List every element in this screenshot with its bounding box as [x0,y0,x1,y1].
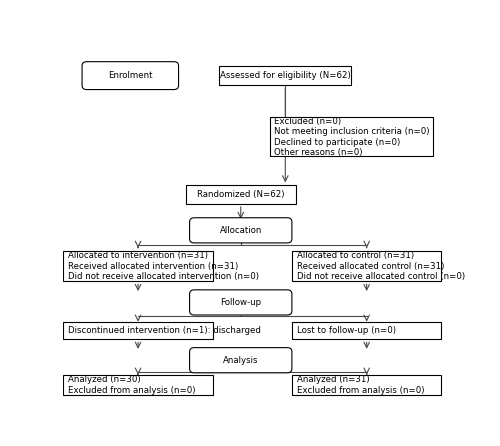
FancyBboxPatch shape [186,185,296,204]
FancyBboxPatch shape [292,251,442,281]
FancyBboxPatch shape [292,322,442,339]
FancyBboxPatch shape [64,322,212,339]
FancyBboxPatch shape [190,347,292,373]
Text: Enrolment: Enrolment [108,71,152,80]
Text: Allocation: Allocation [220,226,262,235]
FancyBboxPatch shape [64,375,212,395]
FancyBboxPatch shape [64,251,212,281]
Text: Analyzed (n=30)
Excluded from analysis (n=0): Analyzed (n=30) Excluded from analysis (… [68,376,196,395]
FancyBboxPatch shape [82,62,178,90]
Text: Discontinued intervention (n=1): discharged: Discontinued intervention (n=1): dischar… [68,326,261,335]
Text: Analyzed (n=31)
Excluded from analysis (n=0): Analyzed (n=31) Excluded from analysis (… [296,376,424,395]
FancyBboxPatch shape [270,117,432,157]
Text: Randomized (N=62): Randomized (N=62) [197,190,284,199]
Text: Allocated to control (n=31)
Received allocated control (n=31)
Did not receive al: Allocated to control (n=31) Received all… [296,251,465,281]
Text: Allocated to intervention (n=31)
Received allocated intervention (n=31)
Did not : Allocated to intervention (n=31) Receive… [68,251,259,281]
FancyBboxPatch shape [220,66,351,86]
Text: Excluded (n=0)
Not meeting inclusion criteria (n=0)
Declined to participate (n=0: Excluded (n=0) Not meeting inclusion cri… [274,117,430,157]
Text: Assessed for eligibility (N=62): Assessed for eligibility (N=62) [220,71,350,80]
FancyBboxPatch shape [190,290,292,315]
Text: Lost to follow-up (n=0): Lost to follow-up (n=0) [296,326,396,335]
Text: Follow-up: Follow-up [220,298,262,307]
FancyBboxPatch shape [292,375,442,395]
Text: Analysis: Analysis [223,356,258,365]
FancyBboxPatch shape [190,218,292,243]
